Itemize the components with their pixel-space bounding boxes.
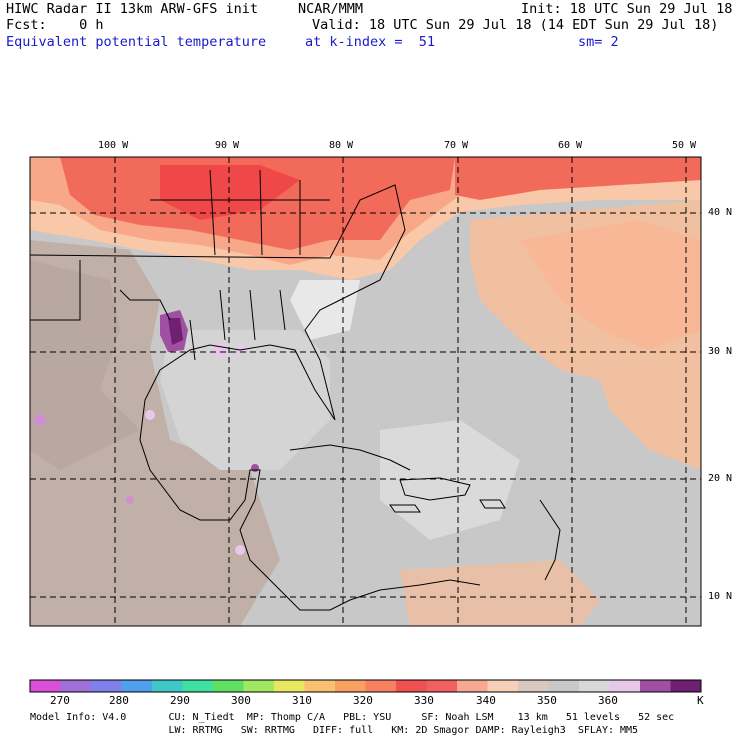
colorbar-swatch xyxy=(426,680,458,692)
lon-label: 100 W xyxy=(98,140,129,151)
colorbar-label: 340 xyxy=(476,694,496,707)
colorbar-swatch xyxy=(304,680,336,692)
model-info-line2: LW: RRTMG SW: RRTMG DIFF: full KM: 2D Sm… xyxy=(30,725,639,736)
lon-label: 90 W xyxy=(215,140,240,151)
source-label: NCAR/MMM xyxy=(298,1,364,17)
lon-label: 50 W xyxy=(672,140,697,151)
colorbar-swatch xyxy=(243,680,275,692)
model-title: HIWC Radar II 13km ARW-GFS init xyxy=(6,1,258,17)
colorbar-label: 290 xyxy=(170,694,190,707)
lat-label: 40 N xyxy=(708,207,733,218)
colorbar xyxy=(30,680,702,692)
colorbar-swatch xyxy=(609,680,641,692)
k-index: at k-index = 51 xyxy=(305,34,436,50)
init-time: Init: 18 UTC Sun 29 Jul 18 xyxy=(521,1,733,17)
colorbar-swatch xyxy=(30,680,61,692)
field-name: Equivalent potential temperature xyxy=(6,34,267,50)
colorbar-swatch xyxy=(670,680,702,692)
colorbar-swatch xyxy=(335,680,366,692)
colorbar-label: 270 xyxy=(50,694,70,707)
colorbar-swatch xyxy=(487,680,519,692)
colorbar-swatch xyxy=(91,680,122,692)
colorbar-swatch xyxy=(274,680,305,692)
colorbar-swatch xyxy=(640,680,671,692)
lon-label: 60 W xyxy=(558,140,583,151)
lat-label: 10 N xyxy=(708,591,733,602)
lat-label: 20 N xyxy=(708,473,733,484)
lat-label: 30 N xyxy=(708,346,733,357)
colorbar-swatch xyxy=(548,680,580,692)
lon-label: 80 W xyxy=(329,140,354,151)
colorbar-swatch xyxy=(365,680,397,692)
colorbar-swatch xyxy=(579,680,610,692)
colorbar-swatch xyxy=(518,680,549,692)
colorbar-swatch xyxy=(121,680,153,692)
model-info-line1: Model Info: V4.0 CU: N_Tiedt MP: Thomp C… xyxy=(30,712,675,723)
colorbar-swatch xyxy=(60,680,92,692)
colorbar-swatch xyxy=(152,680,183,692)
colorbar-swatch xyxy=(457,680,488,692)
colorbar-label: 320 xyxy=(353,694,373,707)
valid-time: Valid: 18 UTC Sun 29 Jul 18 (14 EDT Sun … xyxy=(312,17,719,33)
colorbar-swatch xyxy=(182,680,214,692)
forecast-hour: Fcst: 0 h xyxy=(6,17,104,33)
smoothing: sm= 2 xyxy=(578,34,619,50)
colorbar-label: 360 xyxy=(598,694,618,707)
colorbar-label: 310 xyxy=(292,694,312,707)
colorbar-swatch xyxy=(396,680,427,692)
lon-label: 70 W xyxy=(444,140,469,151)
colorbar-label: 300 xyxy=(231,694,251,707)
colorbar-label: 280 xyxy=(109,694,129,707)
colorbar-unit: K xyxy=(697,694,704,707)
colorbar-label: 350 xyxy=(537,694,557,707)
colorbar-swatch xyxy=(213,680,244,692)
colorbar-label: 330 xyxy=(414,694,434,707)
